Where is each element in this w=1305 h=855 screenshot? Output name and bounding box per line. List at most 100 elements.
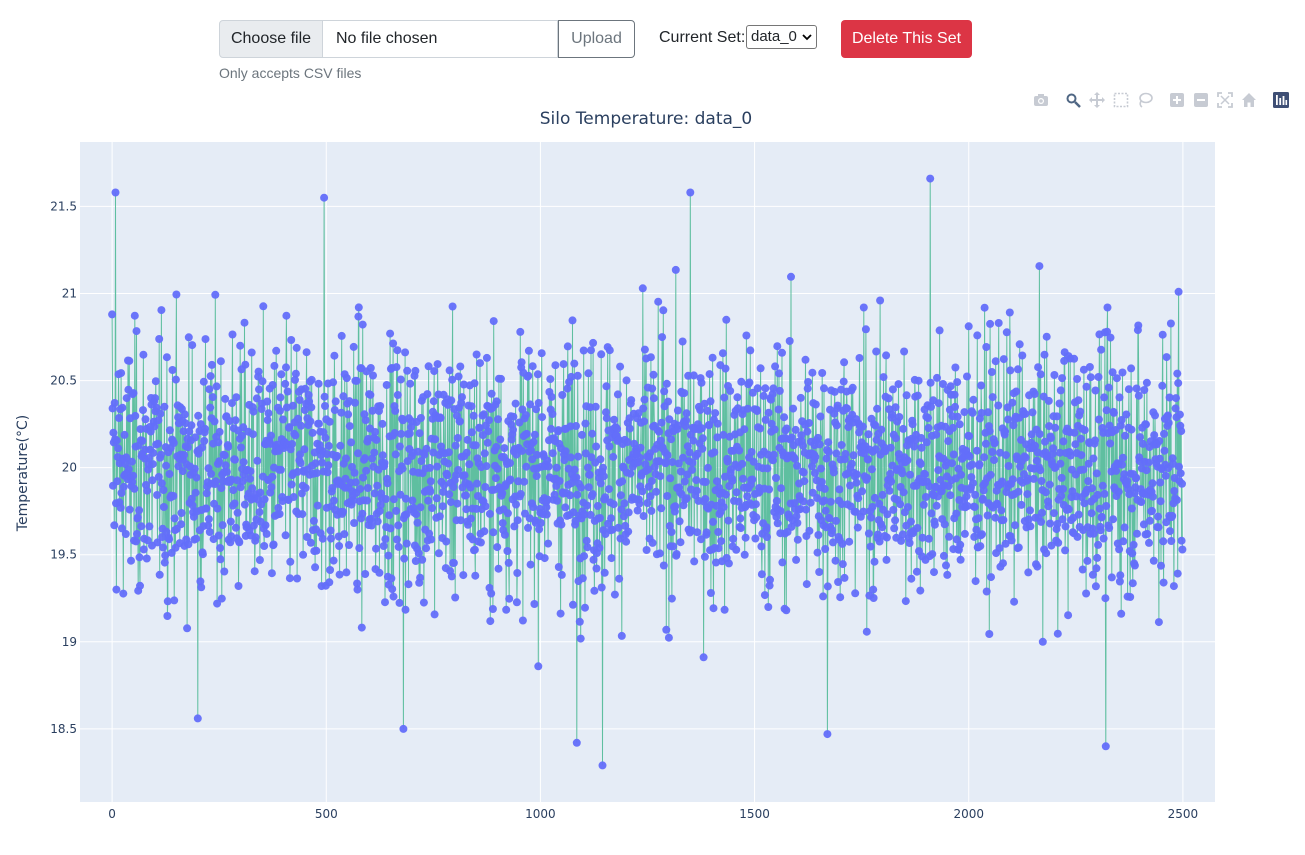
data-point[interactable] <box>822 454 831 463</box>
data-point[interactable] <box>756 424 765 433</box>
data-point[interactable] <box>982 587 991 596</box>
data-point[interactable] <box>709 604 718 613</box>
data-point[interactable] <box>389 495 398 504</box>
data-point[interactable] <box>1129 540 1138 549</box>
data-point[interactable] <box>385 511 394 520</box>
data-point[interactable] <box>793 535 802 544</box>
data-point[interactable] <box>516 327 525 336</box>
data-point[interactable] <box>698 434 707 443</box>
data-point[interactable] <box>287 480 296 489</box>
data-point[interactable] <box>787 433 796 442</box>
data-point[interactable] <box>216 357 225 366</box>
data-point[interactable] <box>1080 499 1089 508</box>
data-point[interactable] <box>591 402 600 411</box>
data-point[interactable] <box>1102 406 1111 415</box>
data-point[interactable] <box>648 384 657 393</box>
data-point[interactable] <box>834 578 843 586</box>
data-point[interactable] <box>329 378 338 387</box>
data-point[interactable] <box>1112 466 1121 475</box>
data-point[interactable] <box>676 538 685 547</box>
data-point[interactable] <box>953 412 962 421</box>
data-point[interactable] <box>168 366 177 374</box>
data-point[interactable] <box>1024 515 1033 524</box>
data-point[interactable] <box>1049 444 1058 453</box>
data-point[interactable] <box>291 369 300 378</box>
data-point[interactable] <box>1073 375 1082 383</box>
data-point[interactable] <box>581 449 590 458</box>
data-point[interactable] <box>1169 459 1177 468</box>
data-point[interactable] <box>156 409 165 418</box>
data-point[interactable] <box>908 420 917 429</box>
data-point[interactable] <box>1004 415 1013 424</box>
data-point[interactable] <box>236 341 245 350</box>
data-point[interactable] <box>117 369 126 378</box>
data-point[interactable] <box>546 375 555 384</box>
data-point[interactable] <box>638 284 647 293</box>
data-point[interactable] <box>1142 420 1150 429</box>
data-point[interactable] <box>118 403 127 412</box>
data-point[interactable] <box>324 461 333 470</box>
data-point[interactable] <box>205 528 214 536</box>
data-point[interactable] <box>505 594 514 603</box>
data-point[interactable] <box>350 519 359 527</box>
data-point[interactable] <box>488 605 497 613</box>
data-point[interactable] <box>763 464 772 473</box>
data-point[interactable] <box>1010 597 1019 606</box>
data-point[interactable] <box>939 551 948 560</box>
data-point[interactable] <box>659 306 668 315</box>
data-point[interactable] <box>366 364 375 372</box>
data-point[interactable] <box>532 472 541 480</box>
data-point[interactable] <box>872 347 881 356</box>
data-point[interactable] <box>378 451 387 460</box>
data-point[interactable] <box>386 329 395 338</box>
data-point[interactable] <box>255 508 264 517</box>
data-point[interactable] <box>858 422 867 431</box>
data-point[interactable] <box>1056 448 1064 457</box>
data-point[interactable] <box>340 530 349 539</box>
data-point[interactable] <box>1026 506 1034 515</box>
data-point[interactable] <box>494 564 503 573</box>
data-point[interactable] <box>605 346 614 355</box>
data-point[interactable] <box>1033 562 1042 571</box>
data-point[interactable] <box>1053 629 1062 638</box>
data-point[interactable] <box>1151 411 1159 420</box>
data-point[interactable] <box>918 533 927 542</box>
data-point[interactable] <box>139 545 148 554</box>
data-point[interactable] <box>493 464 502 473</box>
data-point[interactable] <box>861 325 870 334</box>
data-point[interactable] <box>403 366 412 375</box>
data-point[interactable] <box>655 427 664 436</box>
data-point[interactable] <box>314 379 323 388</box>
data-point[interactable] <box>1175 462 1183 471</box>
data-point[interactable] <box>719 430 728 439</box>
data-point[interactable] <box>412 510 421 519</box>
data-point[interactable] <box>1042 332 1051 341</box>
data-point[interactable] <box>1172 394 1180 403</box>
data-point[interactable] <box>995 544 1004 553</box>
data-point[interactable] <box>1177 427 1186 436</box>
data-point[interactable] <box>1165 393 1174 402</box>
data-point[interactable] <box>276 465 285 474</box>
data-point[interactable] <box>1111 426 1120 434</box>
data-point[interactable] <box>811 469 819 477</box>
data-point[interactable] <box>614 523 623 532</box>
data-point[interactable] <box>957 470 965 479</box>
data-point[interactable] <box>1115 393 1124 402</box>
data-point[interactable] <box>534 662 543 671</box>
data-point[interactable] <box>358 320 367 329</box>
data-point[interactable] <box>456 362 465 371</box>
data-point[interactable] <box>132 327 141 336</box>
data-point[interactable] <box>383 479 392 488</box>
data-point[interactable] <box>888 385 897 394</box>
data-point[interactable] <box>561 503 570 512</box>
data-point[interactable] <box>932 430 941 439</box>
data-point[interactable] <box>446 498 455 507</box>
data-point[interactable] <box>161 551 170 560</box>
data-point[interactable] <box>1009 421 1018 430</box>
data-point[interactable] <box>184 540 193 549</box>
data-point[interactable] <box>658 333 667 342</box>
data-point[interactable] <box>217 594 226 603</box>
data-point[interactable] <box>1128 549 1137 558</box>
data-point[interactable] <box>122 453 131 462</box>
data-point[interactable] <box>969 395 978 404</box>
